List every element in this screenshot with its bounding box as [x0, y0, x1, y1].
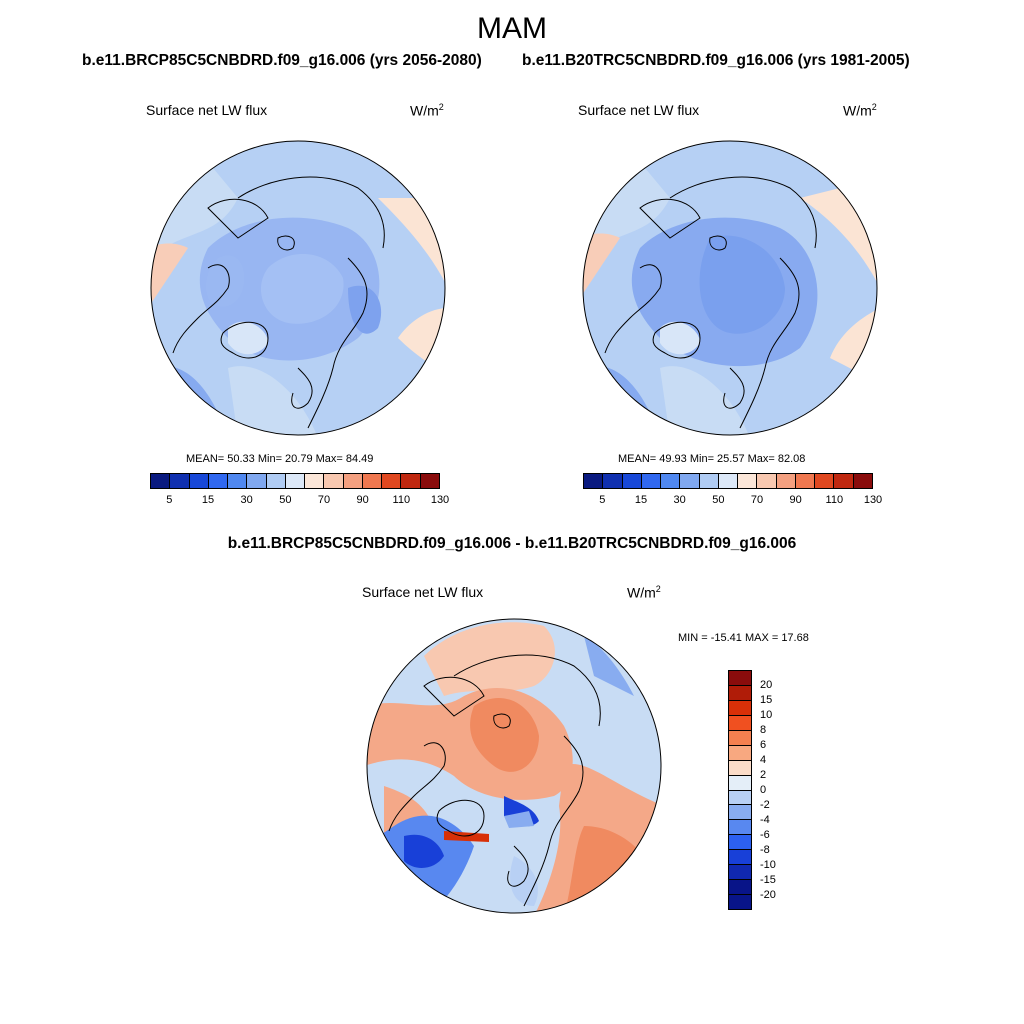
colorbar-tick-label: 110	[392, 494, 411, 506]
colorbar-swatch	[729, 790, 751, 806]
colorbar-tick-label: 6	[760, 739, 767, 751]
colorbar-swatch	[729, 715, 751, 731]
colorbar-swatch	[729, 700, 751, 716]
colorbar-swatch	[729, 685, 751, 701]
colorbar-swatch	[622, 474, 642, 488]
colorbar-tick-label: -20	[760, 889, 776, 901]
colorbar-swatch	[324, 474, 344, 488]
colorbar-tick-label: 2	[760, 769, 767, 781]
panel2-colorbar	[583, 473, 873, 489]
colorbar-tick-label: -4	[760, 814, 770, 826]
panel2-stats: MEAN= 49.93 Min= 25.57 Max= 82.08	[618, 453, 806, 465]
colorbar-swatch	[343, 474, 363, 488]
colorbar-swatch	[729, 730, 751, 746]
colorbar-tick-label: 5	[166, 494, 173, 506]
difference-title: b.e11.BRCP85C5CNBDRD.f09_g16.006 - b.e11…	[227, 535, 797, 552]
colorbar-swatch	[266, 474, 286, 488]
difference-units: W/m2	[627, 584, 661, 601]
colorbar-tick-label: 130	[863, 494, 883, 506]
colorbar-tick-label: 30	[240, 494, 253, 506]
panel1-colorbar	[150, 473, 440, 489]
panel2-polar-map	[582, 140, 878, 436]
colorbar-swatch	[729, 835, 751, 851]
colorbar-tick-label: 50	[279, 494, 292, 506]
colorbar-swatch	[776, 474, 796, 488]
colorbar-swatch	[795, 474, 816, 488]
colorbar-tick-label: 50	[712, 494, 725, 506]
colorbar-tick-label: 15	[634, 494, 648, 506]
panel2-colorbar-ticks: 5 15 30 50 70 90 110 130	[583, 494, 882, 508]
colorbar-swatch	[718, 474, 739, 488]
colorbar-swatch	[729, 895, 751, 909]
colorbar-swatch	[285, 474, 306, 488]
panel1-units: W/m2	[410, 102, 444, 119]
difference-colorbar-ticks: 20 15 10 8 6 4 2 0 -2 -4 -6 -8 -10 -15 -20	[760, 670, 800, 910]
colorbar-tick-label: 130	[430, 494, 450, 506]
colorbar-swatch	[401, 474, 421, 488]
colorbar-tick-label: 70	[750, 494, 764, 506]
colorbar-tick-label: 15	[201, 494, 215, 506]
panel1-polar-map	[150, 140, 446, 436]
colorbar-tick-label: 8	[760, 724, 767, 736]
colorbar-swatch	[729, 745, 751, 761]
panel2-variable-label: Surface net LW flux	[578, 102, 700, 118]
colorbar-tick-label: 4	[760, 754, 767, 766]
colorbar-swatch	[729, 820, 751, 836]
colorbar-swatch	[729, 805, 751, 821]
colorbar-tick-label: -10	[760, 859, 776, 871]
colorbar-swatch	[584, 474, 604, 488]
colorbar-swatch	[729, 865, 751, 881]
panel1-variable-label: Surface net LW flux	[146, 102, 268, 118]
colorbar-swatch	[757, 474, 777, 488]
colorbar-swatch	[815, 474, 835, 488]
panel2-units: W/m2	[843, 102, 877, 119]
colorbar-swatch	[729, 850, 751, 866]
figure-title: MAM	[477, 12, 547, 45]
difference-polar-map	[366, 618, 662, 914]
colorbar-swatch	[680, 474, 700, 488]
colorbar-tick-label: 110	[825, 494, 844, 506]
colorbar-swatch	[603, 474, 623, 488]
colorbar-swatch	[151, 474, 171, 488]
colorbar-swatch	[661, 474, 681, 488]
panel1-stats: MEAN= 50.33 Min= 20.79 Max= 84.49	[186, 453, 374, 465]
colorbar-swatch	[208, 474, 229, 488]
panel1-case-title: b.e11.BRCP85C5CNBDRD.f09_g16.006 (yrs 20…	[82, 52, 482, 69]
colorbar-swatch	[641, 474, 662, 488]
colorbar-tick-label: 70	[317, 494, 331, 506]
difference-variable-label: Surface net LW flux	[362, 584, 484, 600]
colorbar-swatch	[228, 474, 248, 488]
colorbar-tick-label: -6	[760, 829, 770, 841]
colorbar-swatch	[738, 474, 758, 488]
colorbar-tick-label: 90	[356, 494, 369, 506]
colorbar-swatch	[729, 775, 751, 791]
colorbar-swatch	[189, 474, 209, 488]
colorbar-tick-label: -8	[760, 844, 770, 856]
colorbar-swatch	[729, 880, 751, 896]
colorbar-swatch	[699, 474, 719, 488]
colorbar-tick-label: -2	[760, 799, 770, 811]
colorbar-swatch	[362, 474, 383, 488]
difference-stats: MIN = -15.41 MAX = 17.68	[678, 632, 809, 644]
panel2-case-title: b.e11.B20TRC5CNBDRD.f09_g16.006 (yrs 198…	[522, 52, 910, 69]
difference-colorbar	[728, 670, 752, 910]
colorbar-tick-label: 20	[760, 679, 773, 691]
colorbar-tick-label: 0	[760, 784, 767, 796]
colorbar-swatch	[729, 760, 751, 776]
colorbar-swatch	[247, 474, 267, 488]
panel1-colorbar-ticks: 5 15 30 50 70 90 110 130	[150, 494, 449, 508]
colorbar-swatch	[853, 474, 872, 488]
colorbar-tick-label: 90	[789, 494, 802, 506]
colorbar-tick-label: -15	[760, 874, 776, 886]
colorbar-tick-label: 15	[760, 694, 773, 706]
colorbar-swatch	[305, 474, 325, 488]
colorbar-swatch	[170, 474, 190, 488]
colorbar-swatch	[834, 474, 854, 488]
colorbar-tick-label: 30	[673, 494, 686, 506]
colorbar-swatch	[729, 671, 751, 686]
colorbar-swatch	[382, 474, 402, 488]
colorbar-tick-label: 5	[599, 494, 606, 506]
colorbar-tick-label: 10	[760, 709, 773, 721]
colorbar-swatch	[420, 474, 439, 488]
